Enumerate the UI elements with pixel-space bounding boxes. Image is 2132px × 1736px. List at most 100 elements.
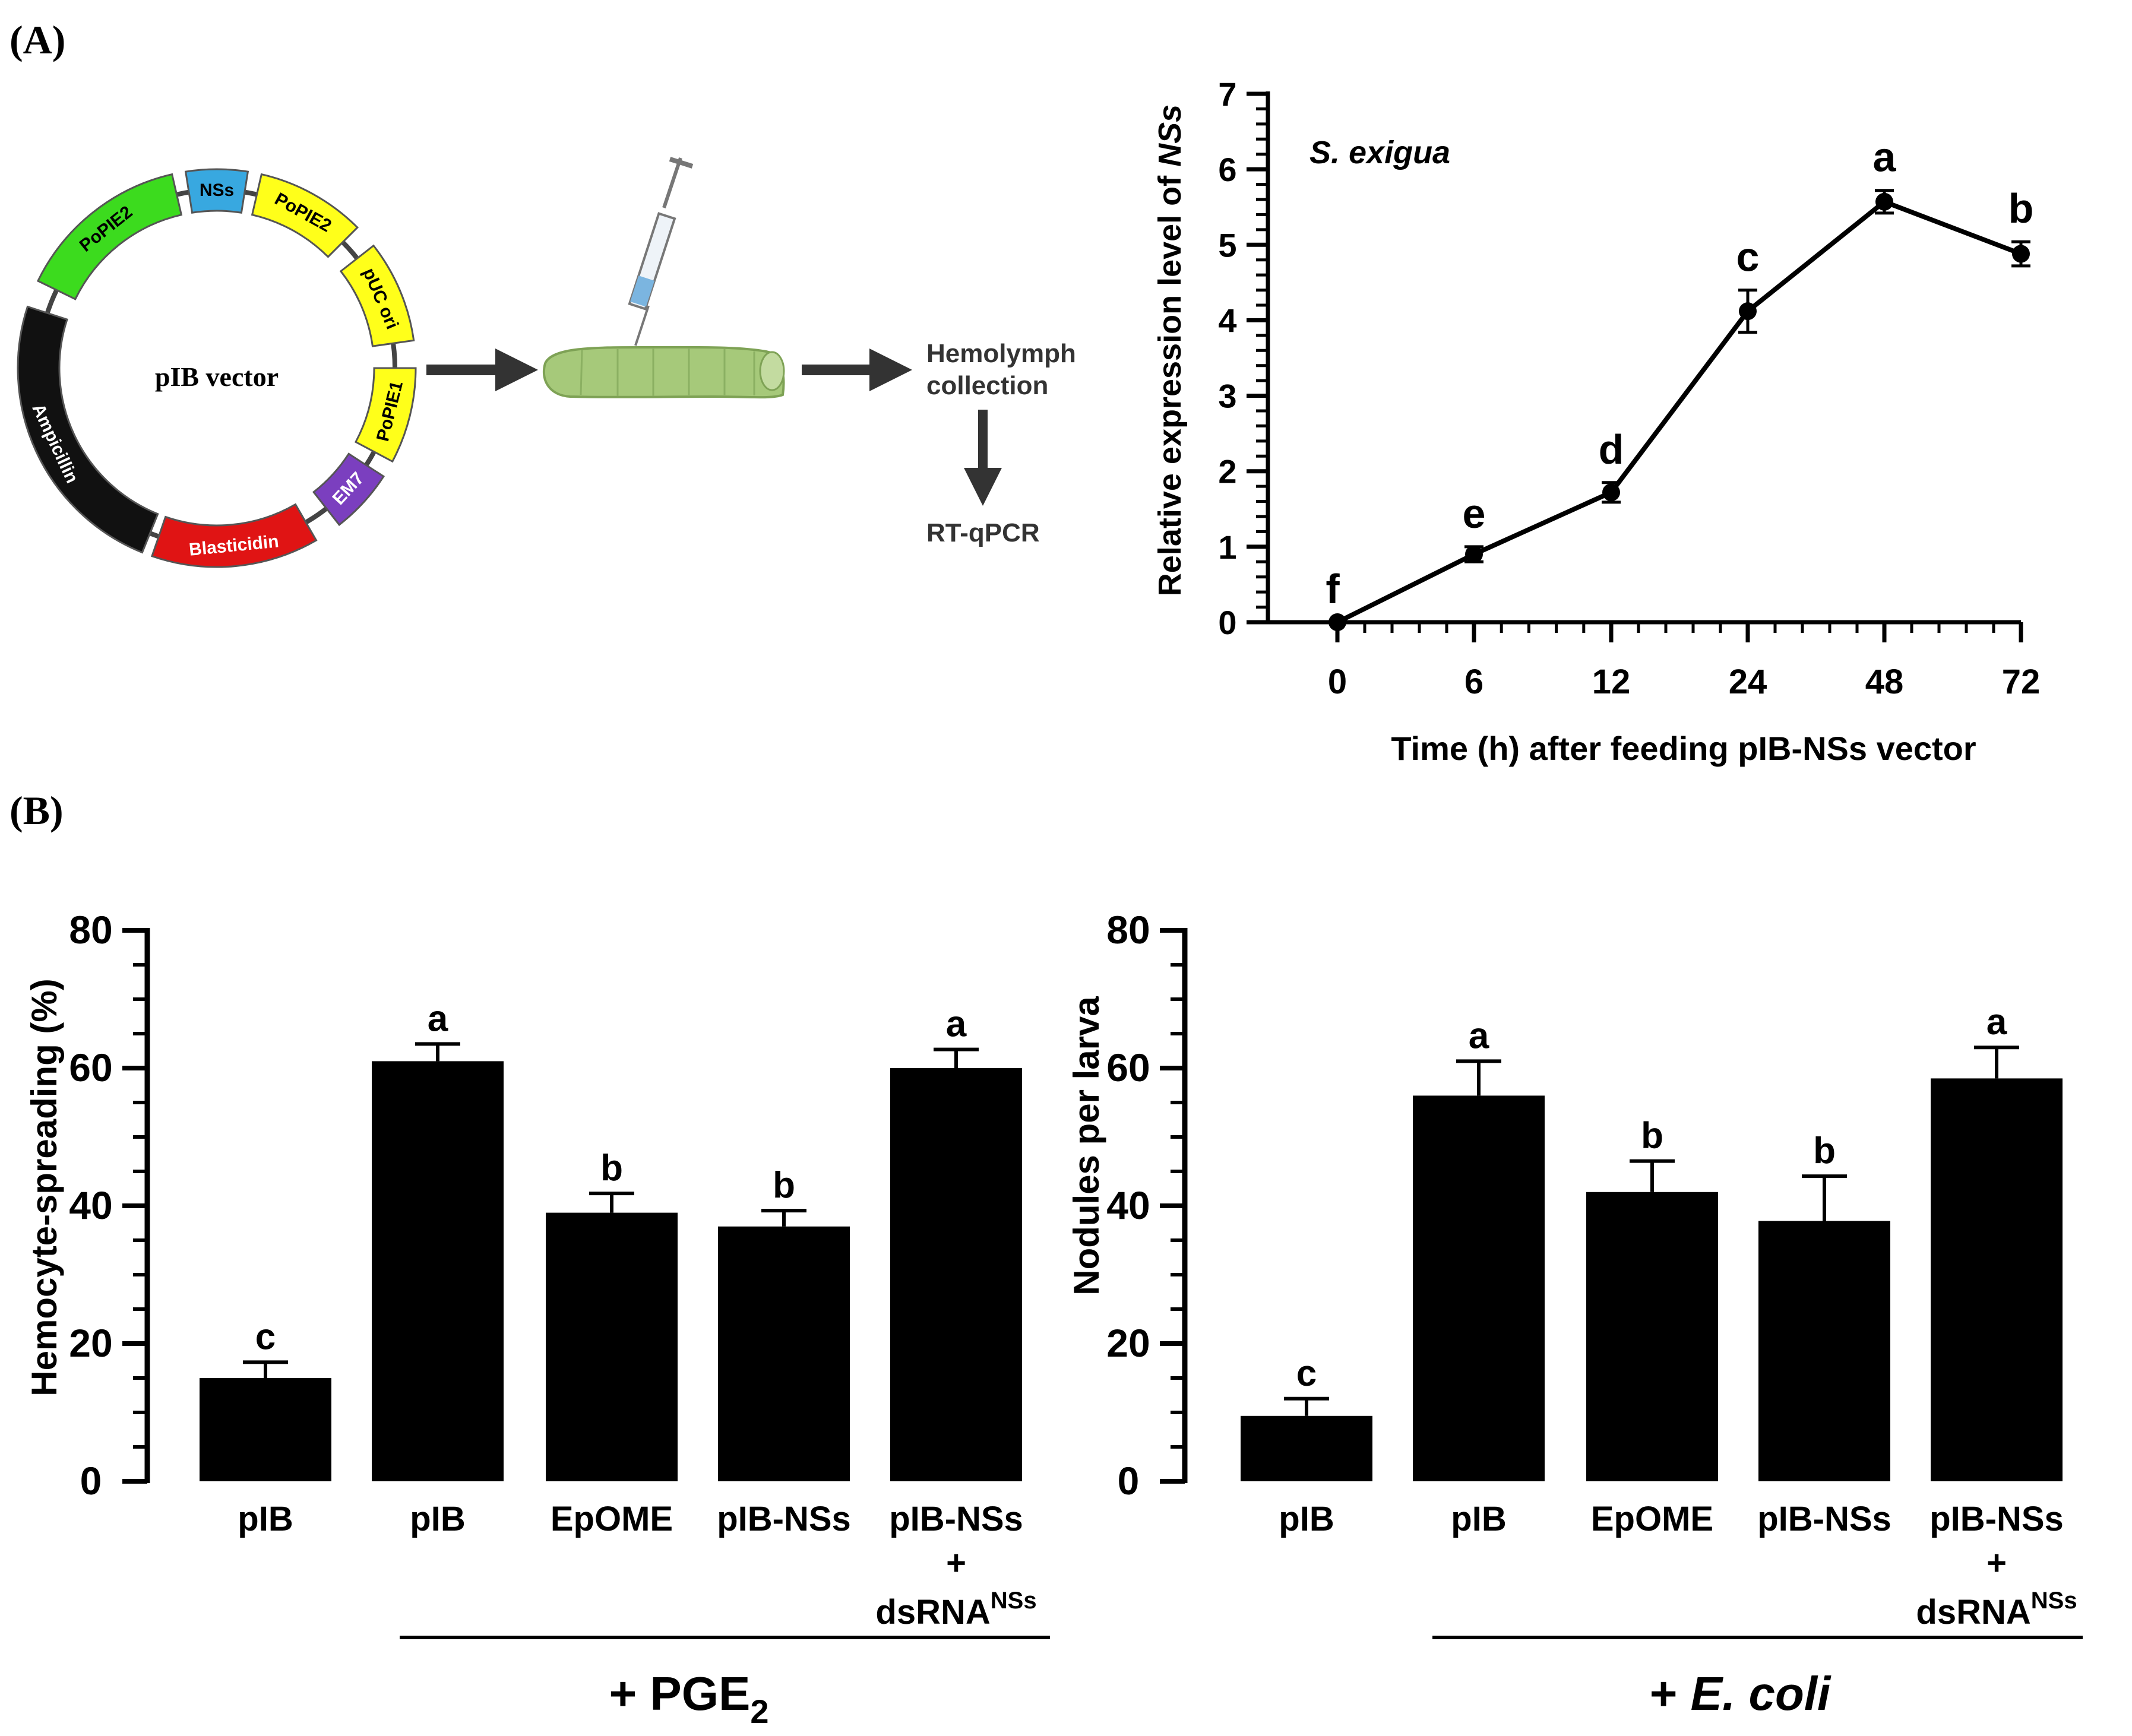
bar-right-bar [1586, 1192, 1718, 1481]
line-y-tick-label: 2 [1218, 453, 1236, 490]
pge2-subscript: 2 [750, 1693, 768, 1730]
segment-puc-ori [339, 244, 415, 347]
line-y-tick-label: 5 [1218, 226, 1236, 264]
larva-illustration [542, 346, 785, 399]
ecoli-group-label: + E. coli [1650, 1667, 1832, 1720]
bar-left-y-tick-label: 40 [69, 1183, 112, 1227]
bar-left-y-tick-label: 20 [69, 1321, 112, 1365]
line-y-tick-label: 3 [1218, 378, 1236, 415]
pge2-group-label-text: + PGE [609, 1667, 750, 1720]
bar-left-category-label: pIB [238, 1500, 293, 1538]
hemolymph-label-line1: Hemolymph [926, 339, 1076, 368]
line-x-axis-label: Time (h) after feeding pIB-NSs vector [1391, 730, 1976, 767]
line-x-tick-label: 24 [1729, 663, 1767, 701]
bar-left-bar [718, 1226, 850, 1481]
line-y-tick-label: 1 [1218, 528, 1236, 566]
bar-right-y-tick-label: 0 [1118, 1459, 1140, 1503]
line-y-axis-label-text: Relative expression level of [1152, 167, 1188, 596]
line-y-tick-label: 0 [1218, 604, 1236, 641]
data-point [1465, 545, 1483, 563]
bar-left-y-axis-label: Hemocyte-spreading (%) [24, 978, 64, 1396]
bar-right-significance-letter: b [1641, 1116, 1663, 1157]
line-x-tick-label: 72 [2002, 663, 2041, 701]
bar-left-y-tick-label: 60 [69, 1046, 112, 1089]
bar-left-significance-letter: a [946, 1004, 967, 1045]
bar-right-dsrna-superscript: NSs [2031, 1588, 2077, 1614]
bar-right-y-tick-label: 20 [1106, 1321, 1150, 1365]
segment-em7 [312, 452, 385, 527]
segment-popie2-left [36, 173, 183, 300]
line-y-tick-label: 6 [1218, 151, 1236, 188]
segment-popie1 [354, 367, 417, 463]
hemolymph-label-line2: collection [926, 371, 1048, 400]
segment-popie2-right [251, 173, 359, 258]
bar-right-plus-label: + [1987, 1544, 2007, 1582]
segment-nss-label: NSs [200, 180, 234, 200]
bar-left-significance-letter: a [428, 998, 448, 1039]
bar-right-bar [1241, 1415, 1372, 1481]
bar-right-dsrna-text: dsRNA [1916, 1593, 2030, 1632]
line-x-tick-label: 6 [1464, 663, 1483, 701]
segment-ampicillin [17, 305, 159, 554]
data-point [1602, 483, 1620, 502]
significance-letter: a [1873, 134, 1897, 180]
bar-right-category-label: EpOME [1591, 1500, 1713, 1538]
syringe-illustration [628, 157, 694, 346]
bar-right-y-tick-label: 80 [1106, 908, 1150, 952]
bar-left-significance-letter: b [600, 1148, 623, 1189]
panel-label-b: (B) [10, 788, 64, 833]
bar-right-y-tick-label: 40 [1106, 1183, 1150, 1227]
data-point [1328, 613, 1346, 631]
bar-right-category-label: pIB [1279, 1500, 1334, 1538]
line-x-tick-label: 12 [1592, 663, 1631, 701]
bar-left-category-label: pIB [410, 1500, 465, 1538]
bar-left-significance-letter: b [773, 1165, 795, 1206]
line-x-tick-label: 0 [1328, 663, 1347, 701]
species-annotation: S. exigua [1309, 135, 1450, 170]
bar-left-bar [890, 1068, 1022, 1481]
line-y-tick-label: 7 [1218, 75, 1236, 113]
bar-left-y-tick-label: 80 [69, 908, 112, 952]
data-point [1739, 302, 1757, 321]
bar-right-y-tick-label: 60 [1106, 1046, 1150, 1089]
bar-left-dsrna-text: dsRNA [875, 1593, 990, 1632]
data-point [1875, 192, 1893, 211]
bar-right-significance-letter: a [1469, 1015, 1489, 1056]
line-y-tick-label: 4 [1218, 302, 1236, 339]
bar-right-significance-letter: a [1987, 1002, 2007, 1043]
bar-right-significance-letter: b [1813, 1130, 1836, 1171]
bar-right-bar [1931, 1078, 2063, 1481]
line-y-axis-label-italic: NSs [1152, 104, 1188, 167]
bar-right-category-label: pIB-NSs [1757, 1500, 1891, 1538]
bar-left-category-label: EpOME [551, 1500, 673, 1538]
bar-left-bar [200, 1378, 331, 1481]
significance-letter: e [1463, 490, 1486, 537]
segment-blasticidin [151, 503, 318, 568]
rtqpcr-label: RT-qPCR [926, 518, 1040, 547]
bar-right-bar [1413, 1095, 1545, 1481]
bar-left-significance-letter: c [255, 1316, 276, 1357]
data-point [2012, 245, 2030, 263]
bar-left-category-label: pIB-NSs [889, 1500, 1023, 1538]
line-x-tick-label: 48 [1865, 663, 1904, 701]
bar-left-bar [546, 1212, 678, 1481]
bar-left-category-label: pIB-NSs [717, 1500, 851, 1538]
pge2-group-label: + PGE2 [609, 1667, 768, 1730]
bar-right-bar [1758, 1221, 1890, 1481]
segment-nss [184, 168, 249, 214]
series-line [1336, 199, 2022, 625]
bar-left-dsrna-label: dsRNANSs [875, 1588, 1036, 1632]
ecoli-group-label-text: + [1650, 1667, 1691, 1720]
ecoli-group-label-italic: E. coli [1691, 1667, 1832, 1720]
bar-left-dsrna-superscript: NSs [991, 1588, 1037, 1614]
bar-left-plus-label: + [946, 1544, 966, 1582]
panel-label-a: (A) [10, 17, 66, 62]
bar-right-y-axis-label: Nodules per larva [1067, 996, 1106, 1295]
bar-right-significance-letter: c [1296, 1353, 1317, 1394]
significance-letter: b [2008, 185, 2034, 232]
bar-left-bar [372, 1061, 504, 1481]
bar-right-category-label: pIB-NSs [1929, 1500, 2064, 1538]
